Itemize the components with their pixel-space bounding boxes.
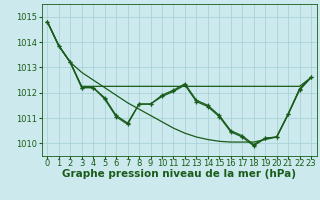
X-axis label: Graphe pression niveau de la mer (hPa): Graphe pression niveau de la mer (hPa): [62, 169, 296, 179]
